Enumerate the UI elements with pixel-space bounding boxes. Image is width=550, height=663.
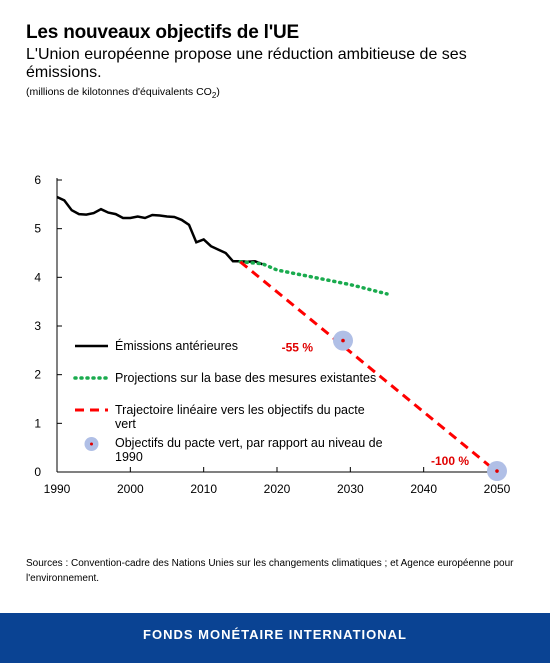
data-annotation: -100 % <box>431 454 469 468</box>
data-annotation: -55 % <box>282 341 314 355</box>
units-prefix: (millions de kilotonnes d'équivalents CO <box>26 86 212 98</box>
y-tick-label: 3 <box>34 319 41 333</box>
y-tick-label: 5 <box>34 222 41 236</box>
series-line-0 <box>56 195 263 266</box>
y-tick-label: 4 <box>34 270 41 284</box>
units-suffix: ) <box>216 86 220 98</box>
footer-banner: FONDS MONÉTAIRE INTERNATIONAL <box>0 613 550 663</box>
target-marker-center <box>495 469 499 473</box>
legend-entry: Émissions antérieures <box>115 338 238 353</box>
x-tick-label: 2010 <box>190 482 217 496</box>
y-tick-label: 1 <box>34 416 41 430</box>
x-tick-label: 2020 <box>264 482 291 496</box>
x-tick-label: 2040 <box>410 482 437 496</box>
series-line-2 <box>239 260 498 474</box>
x-tick-label: 1990 <box>44 482 71 496</box>
emissions-chart: 0 1 2 3 4 5 6 1990 2000 2010 2020 2030 2040 2050 -55 %… <box>34 173 511 496</box>
y-tick-label: 0 <box>34 465 41 479</box>
x-tick-label: 2000 <box>117 482 144 496</box>
units-subscript: 2 <box>211 91 217 101</box>
source-note: Sources : Convention-cadre des Nations U… <box>26 558 514 584</box>
y-tick-label: 6 <box>34 173 41 187</box>
chart-subtitle: L'Union européenne propose une réduction… <box>26 46 467 81</box>
units-label: (millions de kilotonnes d'équivalents CO… <box>26 86 220 100</box>
target-marker-center <box>341 338 345 343</box>
series-line-1 <box>238 260 389 296</box>
legend-entry: Objectifs du pacte vert, par rapport au … <box>115 436 383 464</box>
legend-entry: Projections sur la base des mesures exis… <box>115 371 376 385</box>
legend-entry: Trajectoire linéaire vers les objectifs … <box>115 403 365 431</box>
y-tick-label: 2 <box>34 368 41 382</box>
x-tick-label: 2030 <box>337 482 364 496</box>
x-tick-label: 2050 <box>484 482 511 496</box>
legend-marker-center <box>90 442 93 446</box>
chart-title: Les nouveaux objectifs de l'UE <box>26 22 300 43</box>
